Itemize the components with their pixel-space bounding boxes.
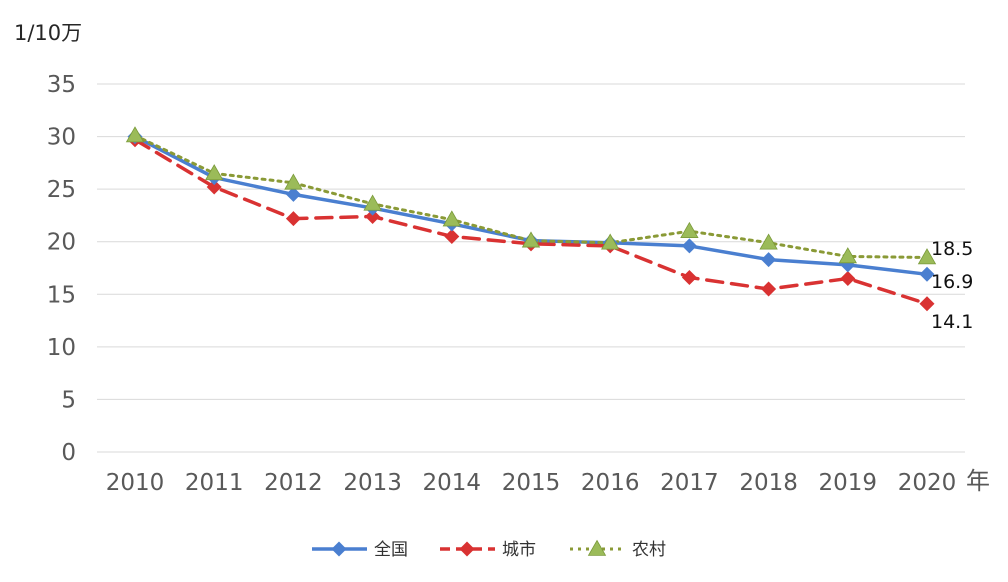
data-point-2-2019: [838, 247, 857, 264]
data-label-national-2020: 16.9: [931, 271, 973, 293]
data-label-rural-2020: 18.5: [931, 238, 973, 260]
data-point-1-2012: [285, 211, 301, 227]
y-tick-label: 20: [47, 230, 76, 256]
data-point-2-2015: [521, 231, 541, 248]
data-labels: 18.5 16.9 14.1: [931, 238, 973, 333]
data-point-0-2017: [681, 238, 697, 254]
series-line-1: [133, 137, 929, 306]
data-point-1-2019: [840, 271, 856, 287]
data-point-1-2020: [919, 296, 935, 312]
data-point-2-2013: [363, 194, 382, 211]
x-tick-label: 2020: [898, 470, 957, 496]
legend-label-1: 城市: [502, 540, 536, 560]
legend: 全国 城市 农村: [312, 539, 666, 560]
data-point-2-2010: [125, 126, 145, 143]
x-tick-label: 2014: [423, 470, 482, 496]
series-line-0: [133, 134, 929, 277]
x-tick-label: 2017: [660, 470, 719, 496]
y-tick-label: 25: [47, 177, 76, 203]
grid-lines: [97, 83, 965, 453]
x-tick-label: 2016: [581, 470, 640, 496]
data-point-2-2017: [680, 221, 699, 238]
data-point-2-2014: [442, 210, 461, 227]
axis-labels: 1/10万 年 0 5 10 15 20 25 30 35 2010 2011 2012 2013 20…: [14, 21, 990, 496]
data-point-2-2018: [759, 233, 778, 250]
legend-marker-1: [459, 541, 475, 557]
y-axis-unit-label: 1/10万: [14, 21, 82, 45]
data-point-1-2014: [444, 228, 460, 244]
legend-label-2: 农村: [632, 540, 666, 560]
data-point-1-2011: [206, 179, 222, 195]
data-point-2-2020: [917, 248, 937, 265]
y-tick-label: 30: [47, 125, 76, 151]
series-lines: [133, 134, 929, 306]
x-tick-label: 2015: [502, 470, 561, 496]
data-point-1-2018: [761, 281, 777, 297]
y-tick-label: 35: [47, 72, 76, 98]
data-point-0-2012: [285, 186, 301, 202]
data-point-2-2012: [284, 173, 303, 190]
legend-marker-2: [587, 539, 607, 556]
legend-marker-0: [331, 541, 347, 557]
data-label-urban-2020: 14.1: [931, 311, 973, 333]
x-axis-unit-label: 年: [966, 467, 990, 495]
x-tick-label: 2011: [185, 470, 244, 496]
x-tick-label: 2019: [819, 470, 878, 496]
x-tick-label: 2012: [264, 470, 323, 496]
y-tick-label: 10: [47, 335, 76, 361]
series-markers: [125, 126, 937, 312]
y-tick-label: 15: [47, 282, 76, 308]
x-tick-label: 2010: [106, 470, 165, 496]
data-point-0-2020: [919, 266, 935, 282]
data-point-0-2018: [761, 252, 777, 268]
data-point-2-2011: [205, 164, 224, 181]
y-tick-label: 0: [61, 440, 76, 466]
data-point-2-2016: [601, 233, 620, 250]
x-tick-label: 2013: [343, 470, 402, 496]
x-tick-label: 2018: [739, 470, 798, 496]
y-tick-label: 5: [61, 387, 76, 413]
legend-label-0: 全国: [374, 540, 408, 560]
data-point-1-2017: [681, 269, 697, 285]
data-point-1-2013: [365, 208, 381, 224]
